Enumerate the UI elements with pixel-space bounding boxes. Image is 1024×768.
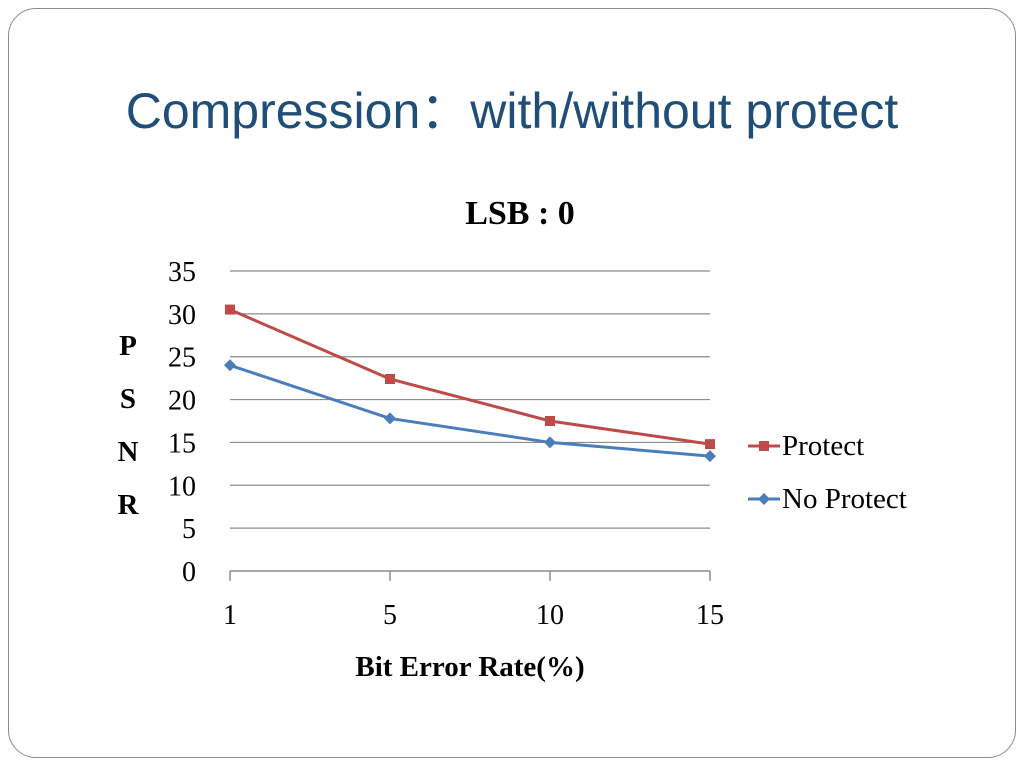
- x-tick-label: 5: [383, 600, 397, 631]
- y-axis-label-letter: P: [119, 330, 137, 362]
- x-tick-label: 1: [223, 600, 237, 631]
- y-axis-label-letter: R: [118, 489, 140, 521]
- y-tick-label: 25: [168, 343, 196, 374]
- y-tick-label: 10: [168, 471, 196, 502]
- y-axis-label-letter: S: [120, 383, 136, 415]
- data-point-square: [759, 441, 769, 451]
- data-point-square: [705, 439, 715, 450]
- series-line: [229, 363, 711, 458]
- data-point-square: [225, 304, 235, 315]
- y-axis-ticks: 0 5 10 15 20 25 30 35: [168, 257, 196, 588]
- data-point-square: [545, 416, 555, 426]
- gridlines: [230, 270, 710, 529]
- y-tick-label: 20: [168, 386, 196, 417]
- series-line: [229, 308, 711, 446]
- legend-item: Protect: [748, 430, 864, 462]
- slide-frame: [8, 8, 1016, 758]
- data-point-diamond: [704, 450, 716, 463]
- y-tick-label: 5: [182, 514, 196, 545]
- legend: Protect No Protect: [748, 430, 907, 515]
- data-point-square: [385, 374, 395, 384]
- chart-title: LSB : 0: [465, 195, 575, 232]
- series-no-protect: [224, 359, 716, 463]
- series-protect: [225, 304, 715, 450]
- slide-title: Compression：with/without protect: [125, 83, 899, 139]
- y-axis-label-letter: N: [118, 436, 139, 468]
- x-tick-label: 15: [696, 600, 724, 631]
- data-point-diamond: [544, 436, 556, 449]
- x-axis-label: Bit Error Rate(%): [355, 651, 584, 683]
- series-layer: [224, 304, 716, 463]
- y-tick-label: 0: [182, 557, 196, 588]
- data-point-diamond: [224, 359, 236, 372]
- legend-item: No Protect: [748, 483, 907, 515]
- y-tick-label: 35: [168, 257, 196, 288]
- data-point-diamond: [384, 412, 396, 425]
- x-axis: 1 5 10 15: [223, 570, 724, 631]
- legend-label: No Protect: [782, 483, 907, 515]
- data-point-diamond: [758, 493, 770, 505]
- y-tick-label: 30: [168, 300, 196, 331]
- x-tick-label: 10: [536, 600, 564, 631]
- y-tick-label: 15: [168, 428, 196, 459]
- legend-label: Protect: [782, 430, 864, 462]
